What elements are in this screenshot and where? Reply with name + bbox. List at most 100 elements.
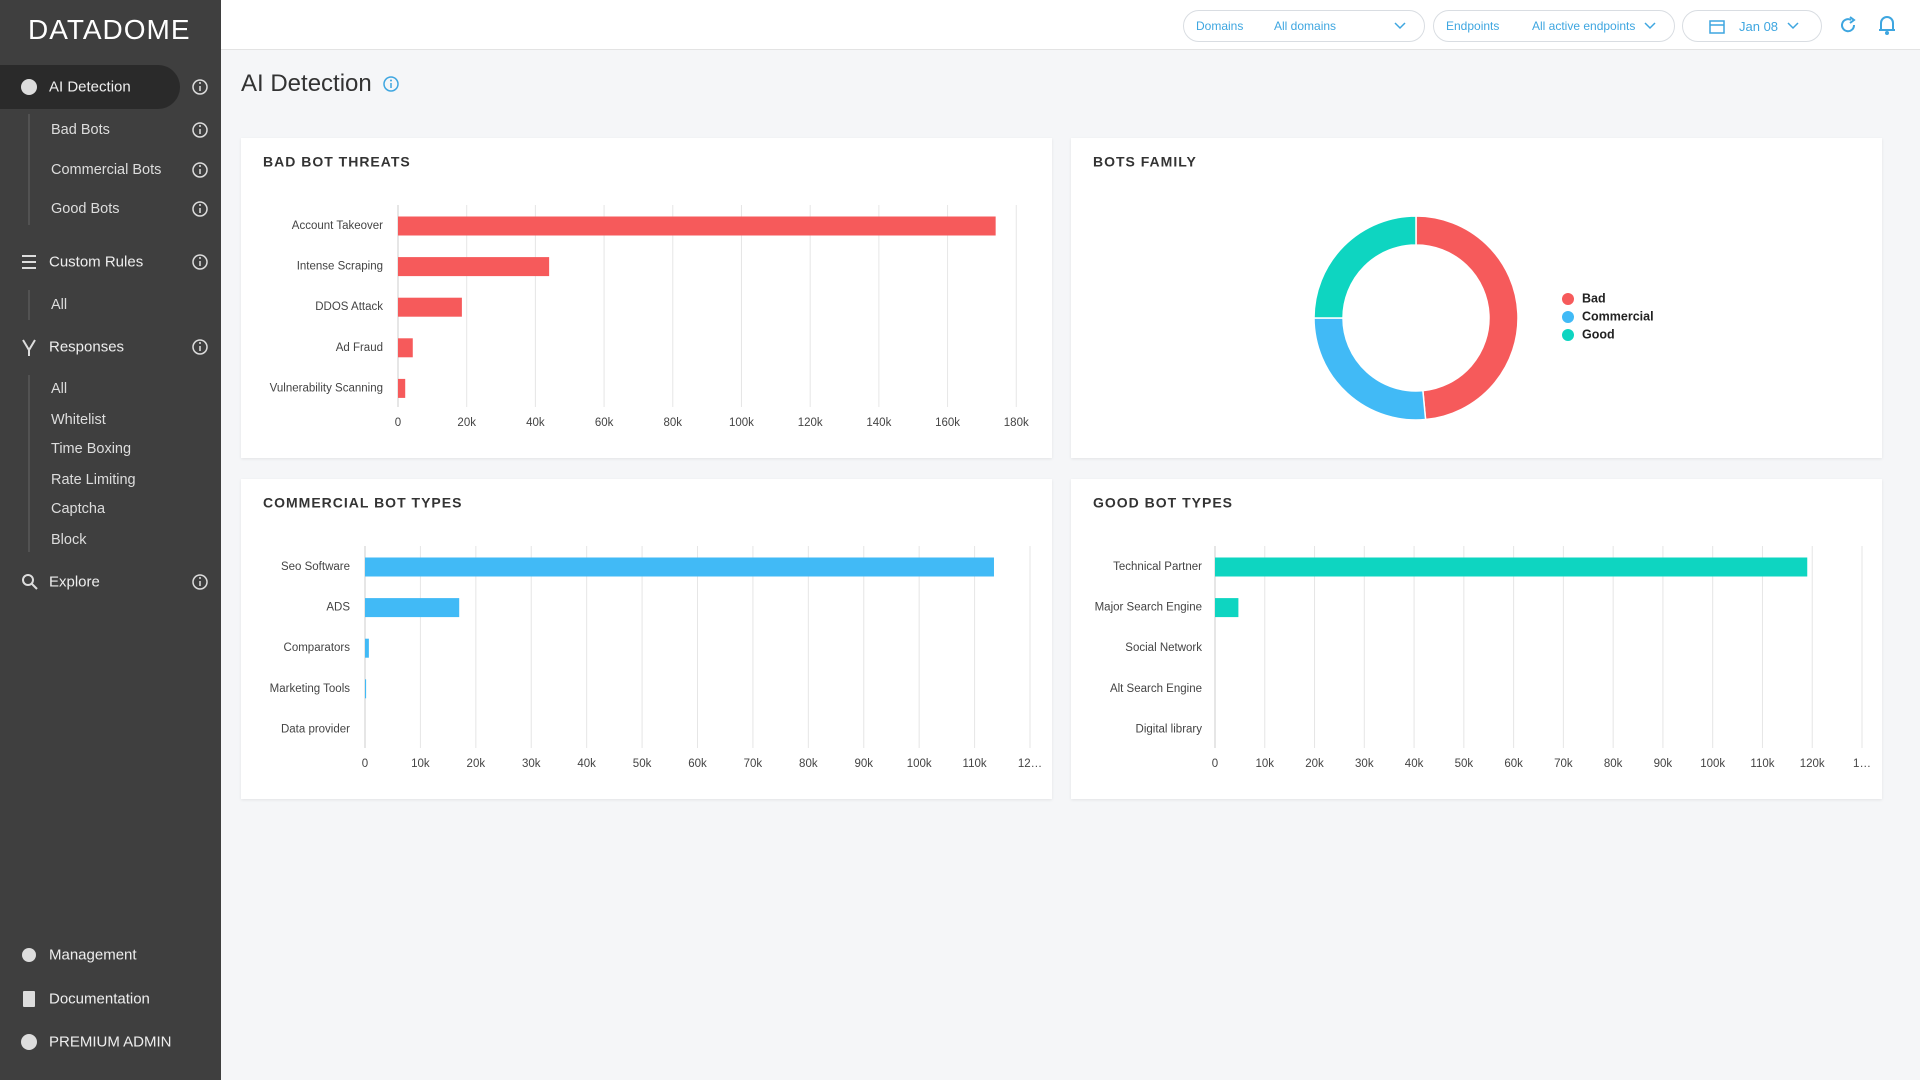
nav-item[interactable]: Custom Rules <box>49 253 144 271</box>
info-icon[interactable] <box>192 201 208 217</box>
chevron <box>1394 22 1406 30</box>
x-tick-label: 60k <box>595 417 614 429</box>
user-icon <box>21 1034 37 1050</box>
bar <box>398 257 550 277</box>
chevron <box>1787 22 1799 30</box>
x-tick-label: 12… <box>1018 758 1042 770</box>
nav-item[interactable]: Management <box>49 946 137 964</box>
x-tick-label: 50k <box>633 758 652 770</box>
nav-item[interactable]: Bad Bots <box>51 122 110 138</box>
info-icon[interactable] <box>382 75 400 93</box>
nav-item[interactable]: Time Boxing <box>51 441 132 457</box>
filter-value: All domains <box>1274 19 1337 33</box>
responses-icon <box>22 339 36 356</box>
x-tick-label: 0 <box>1212 758 1218 770</box>
bar <box>365 598 460 618</box>
chart: BOTS FAMILY Bad Commercial Good <box>1093 154 1654 421</box>
gear-icon <box>22 948 36 962</box>
bar <box>365 557 994 577</box>
x-tick-label: 20k <box>457 417 476 429</box>
x-tick-label: 120k <box>1800 758 1825 770</box>
x-tick-label: 120k <box>798 417 823 429</box>
info-icon[interactable] <box>192 79 208 95</box>
nav-item[interactable]: Responses <box>49 338 125 356</box>
bar <box>365 638 369 658</box>
nav-item[interactable]: Commercial Bots <box>51 162 162 178</box>
domains-filter[interactable]: Domains All domains <box>1183 10 1425 42</box>
info-icon[interactable] <box>192 162 208 178</box>
y-tick-label: Intense Scraping <box>297 261 383 273</box>
x-tick-label: 50k <box>1455 758 1474 770</box>
chart-title: BAD BOT THREATS <box>263 154 411 170</box>
x-tick-label: 110k <box>1750 758 1774 770</box>
x-tick-label: 20k <box>1305 758 1324 770</box>
x-tick-label: 40k <box>1405 758 1424 770</box>
refresh-button[interactable] <box>1838 15 1858 35</box>
endpoints-filter[interactable]: Endpoints All active endpoints <box>1433 10 1675 42</box>
date-value: Jan 08 <box>1739 19 1779 34</box>
y-tick-label: Technical Partner <box>1113 561 1202 573</box>
top-bar: Domains All domains Endpoints All active… <box>221 0 1920 50</box>
nav-item[interactable]: Rate Limiting <box>51 472 136 488</box>
nav-item[interactable]: Explore <box>49 573 100 591</box>
page-title-text: AI Detection <box>241 70 372 97</box>
x-tick-label: 100k <box>729 417 754 429</box>
nav-item[interactable]: Whitelist <box>51 412 106 428</box>
x-tick-label: 110k <box>963 758 987 770</box>
y-tick-label: Data provider <box>281 723 350 735</box>
x-tick-label: 30k <box>1355 758 1374 770</box>
y-tick-label: Marketing Tools <box>270 683 351 695</box>
nav-item[interactable]: All <box>51 297 68 313</box>
chart: BAD BOT THREATS 0 20k 40k 60k 80k 100k 120k 140k… <box>263 154 1029 429</box>
x-tick-label: 90k <box>854 758 873 770</box>
x-tick-label: 90k <box>1654 758 1673 770</box>
x-tick-label: 40k <box>577 758 596 770</box>
bar <box>365 679 367 699</box>
chart: GOOD BOT TYPES 0 10k 20k 30k 40k 50k 60k 70k 80k 9… <box>1093 495 1871 770</box>
x-tick-label: 30k <box>522 758 541 770</box>
info-icon[interactable] <box>192 339 208 355</box>
y-tick-label: Seo Software <box>281 561 350 573</box>
x-tick-label: 10k <box>1255 758 1274 770</box>
x-tick-label: 1… <box>1853 758 1871 770</box>
x-tick-label: 0 <box>395 417 401 429</box>
info-icon[interactable] <box>192 122 208 138</box>
nav-item[interactable]: Block <box>51 532 87 548</box>
info-icon[interactable] <box>192 254 208 270</box>
chart-title: COMMERCIAL BOT TYPES <box>263 495 462 511</box>
bar <box>1215 557 1808 577</box>
logo[interactable]: DATADOME <box>28 14 191 45</box>
x-tick-label: 60k <box>688 758 707 770</box>
legend-label: Commercial <box>1582 309 1654 323</box>
bar <box>398 338 413 358</box>
info-icon[interactable] <box>192 574 208 590</box>
x-tick-label: 80k <box>664 417 683 429</box>
y-tick-label: Comparators <box>284 642 351 654</box>
legend-marker <box>1562 311 1574 323</box>
y-tick-label: Social Network <box>1125 642 1202 654</box>
chart-card: BAD BOT THREATS 0 20k 40k 60k 80k 100k 120k 140k… <box>241 138 1052 458</box>
nav-item[interactable]: PREMIUM ADMIN <box>49 1033 172 1051</box>
chart: COMMERCIAL BOT TYPES 0 10k 20k 30k 40k 50k 60k 7… <box>263 495 1042 770</box>
notifications-button[interactable] <box>1877 14 1897 36</box>
nav-item[interactable]: Good Bots <box>51 201 120 217</box>
donut-slice <box>1313 317 1427 421</box>
filter-value: All active endpoints <box>1532 19 1636 33</box>
date-picker[interactable]: Jan 08 <box>1682 10 1822 42</box>
x-tick-label: 60k <box>1504 758 1523 770</box>
y-tick-label: Ad Fraud <box>336 342 383 354</box>
legend-label: Good <box>1582 327 1615 341</box>
bar <box>398 378 406 398</box>
nav-item[interactable]: Documentation <box>49 990 150 1008</box>
filter-label: Endpoints <box>1446 19 1500 33</box>
y-tick-label: Account Takeover <box>292 220 383 232</box>
doc-icon <box>23 991 35 1007</box>
donut-slice <box>1313 215 1417 319</box>
nav-item[interactable]: Captcha <box>51 501 106 517</box>
bar <box>1215 598 1239 618</box>
chart-card: COMMERCIAL BOT TYPES 0 10k 20k 30k 40k 50k 60k 7… <box>241 479 1052 799</box>
legend-label: Bad <box>1582 291 1606 305</box>
sidebar: DATADOME AI Detection Bad Bots Commercial … <box>0 0 221 1080</box>
nav-item[interactable]: All <box>51 381 68 397</box>
nav-item[interactable]: AI Detection <box>49 78 131 96</box>
